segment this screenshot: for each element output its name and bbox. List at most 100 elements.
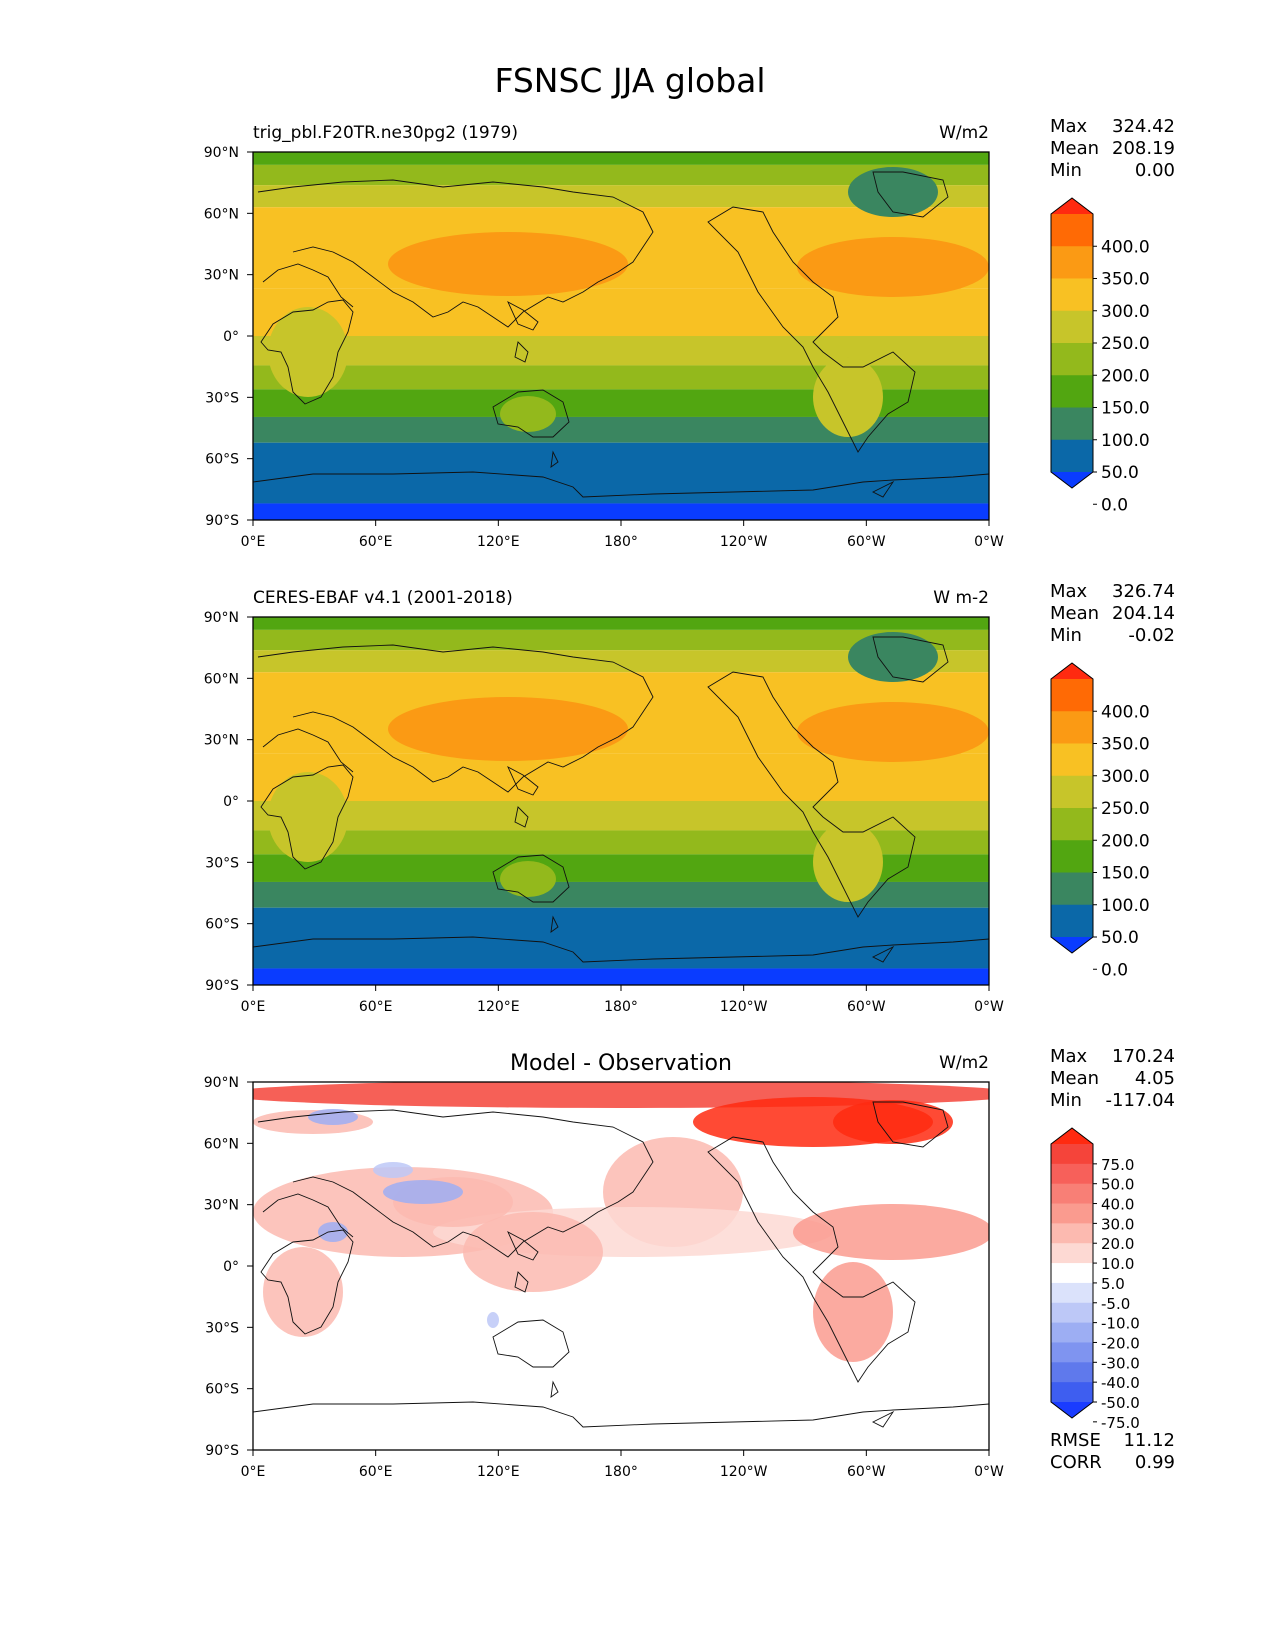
lat-tick-label: 90°S — [205, 1443, 239, 1459]
colorbar-label: 50.0 — [1101, 928, 1139, 948]
metric-rmse-label: RMSE — [1050, 1430, 1101, 1451]
shading-max-region — [388, 232, 628, 296]
coastline — [262, 263, 354, 308]
stat-mean-value: 4.05 — [1135, 1068, 1175, 1089]
shading-band — [253, 442, 989, 504]
lon-tick-label: 60°E — [359, 999, 393, 1015]
lon-tick-label: 120°W — [720, 534, 768, 550]
colorbar-segment — [1051, 808, 1093, 841]
colorbar-label: -75.0 — [1101, 1414, 1140, 1432]
shading-band — [253, 650, 989, 673]
shading-band — [253, 288, 989, 336]
stat-max-label: Max — [1050, 1046, 1088, 1067]
coastline — [550, 915, 559, 933]
colorbar-label: 50.0 — [1101, 1176, 1134, 1194]
colorbar-segment — [1051, 1223, 1093, 1244]
shading-band — [253, 881, 989, 908]
colorbar-label: 300.0 — [1101, 302, 1150, 322]
shading-max-region — [797, 237, 989, 297]
colorbar-label: -30.0 — [1101, 1354, 1140, 1372]
colorbar-label: 150.0 — [1101, 399, 1150, 419]
colorbar-segment — [1051, 872, 1093, 906]
lat-tick-label: 30°S — [205, 390, 239, 406]
colorbar-extend-max — [1051, 663, 1093, 679]
colorbar-segment — [1051, 775, 1093, 809]
colorbar-label: 200.0 — [1101, 366, 1150, 386]
colorbar-label: 300.0 — [1101, 767, 1150, 787]
shading-max-region — [388, 697, 628, 761]
lat-tick-label: 90°N — [204, 610, 239, 626]
panel-2: 90°N 60°N 30°N 0° 30°S 60°S 90°S0°E 60°E 120°E 18… — [204, 581, 1175, 1015]
shading-land-region — [268, 772, 348, 862]
coastline — [550, 450, 559, 468]
lon-tick-label: 120°E — [477, 1464, 520, 1480]
shading-anomaly-negative — [308, 1109, 358, 1125]
shading-band — [253, 336, 989, 366]
lat-tick-label: 60°N — [204, 206, 239, 222]
shading-anomaly — [263, 1247, 343, 1337]
lat-tick-label: 90°N — [204, 1075, 239, 1091]
stat-min-value: 0.00 — [1135, 160, 1175, 181]
stat-max-value: 170.24 — [1112, 1046, 1175, 1067]
shading-greenland — [848, 167, 938, 217]
colorbar-label: -10.0 — [1101, 1315, 1140, 1333]
stat-min-label: Min — [1050, 625, 1082, 646]
coastline — [707, 1136, 916, 1383]
colorbar-segment — [1051, 1263, 1093, 1284]
metric-rmse-value: 11.12 — [1123, 1430, 1175, 1451]
coastline — [253, 1401, 989, 1428]
stat-max-label: Max — [1050, 581, 1088, 602]
panel-1: 90°N 60°N 30°N 0° 30°S 60°S 90°S0°E 60°E 120°E 18… — [204, 116, 1175, 550]
lat-tick-label: 30°N — [204, 1198, 239, 1214]
lat-tick-label: 90°S — [205, 513, 239, 529]
stat-min-value: -117.04 — [1106, 1090, 1175, 1111]
shading-band — [253, 753, 989, 801]
colorbar-segment — [1051, 1183, 1093, 1205]
colorbar-segment — [1051, 1243, 1093, 1264]
colorbar-label: 350.0 — [1101, 270, 1150, 290]
lat-tick-label: 60°S — [205, 452, 239, 468]
stat-mean-label: Mean — [1050, 138, 1099, 159]
coastline — [492, 854, 570, 903]
shading-anomaly — [463, 1212, 603, 1292]
stat-min-label: Min — [1050, 160, 1082, 181]
lon-tick-label: 60°W — [847, 534, 886, 550]
stat-mean-value: 208.19 — [1112, 138, 1175, 159]
shading-band — [253, 629, 989, 651]
lon-tick-label: 180° — [604, 534, 638, 550]
coastline — [707, 206, 916, 453]
colorbar-segment — [1051, 1163, 1093, 1185]
lon-tick-label: 120°E — [477, 534, 520, 550]
coastline — [507, 1230, 539, 1261]
lon-tick-label: 60°W — [847, 999, 886, 1015]
colorbar-label: -5.0 — [1101, 1295, 1130, 1313]
coastline — [262, 728, 354, 773]
shading-land-region — [813, 357, 883, 437]
shading-anomaly — [793, 1204, 989, 1260]
colorbar-label: 200.0 — [1101, 831, 1150, 851]
stat-mean-label: Mean — [1050, 603, 1099, 624]
panel-units: W/m2 — [939, 123, 989, 143]
shading-greenland — [848, 632, 938, 682]
colorbar-label: 75.0 — [1101, 1156, 1134, 1174]
coastline — [507, 765, 539, 796]
lon-tick-label: 0°E — [241, 534, 266, 550]
stat-max-label: Max — [1050, 116, 1088, 137]
panel-3: 90°N 60°N 30°N 0° 30°S 60°S 90°S0°E 60°E 120°E 18… — [204, 1046, 1175, 1480]
shading-anomaly-negative — [383, 1180, 463, 1204]
colorbar-extend-min — [1051, 937, 1093, 953]
panel-left-title: CERES-EBAF v4.1 (2001-2018) — [253, 588, 513, 608]
colorbar-segment — [1051, 904, 1093, 938]
colorbar-label: 100.0 — [1101, 431, 1150, 451]
lon-tick-label: 0°E — [241, 1464, 266, 1480]
lat-tick-label: 60°S — [205, 1382, 239, 1398]
shading-band — [253, 617, 989, 630]
colorbar-segment — [1051, 679, 1093, 712]
shading-band — [253, 416, 989, 443]
coastline — [257, 179, 654, 328]
colorbar-segment — [1051, 1144, 1093, 1165]
stat-mean-value: 204.14 — [1112, 603, 1175, 624]
shading-land-region — [500, 396, 556, 432]
coastline — [492, 1319, 570, 1368]
colorbar-label: 10.0 — [1101, 1255, 1134, 1273]
